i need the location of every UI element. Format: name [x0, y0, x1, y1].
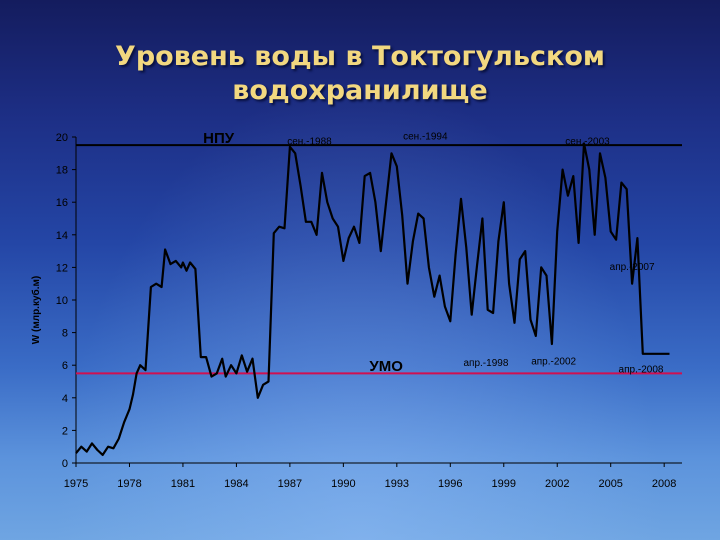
annotation-label: сен.-1988: [287, 136, 332, 147]
y-tick-label: 0: [62, 458, 68, 470]
reference-line-label: УМО: [369, 358, 403, 375]
annotation-label: апр.-2002: [531, 356, 576, 367]
x-tick-label: 2005: [598, 478, 622, 490]
y-tick-label: 8: [62, 328, 68, 340]
x-tick-label: 1996: [438, 478, 462, 490]
x-tick-label: 2008: [652, 478, 676, 490]
x-tick-label: 1975: [64, 478, 88, 490]
y-tick-label: 18: [56, 165, 68, 177]
slide-title-line-1: Уровень воды в Токтогульском: [115, 41, 605, 72]
annotation-label: апр.-2007: [610, 262, 655, 273]
y-axis-label: W (млр.куб.м): [30, 276, 42, 344]
slide-title: Уровень воды в Токтогульском водохранили…: [0, 40, 720, 108]
reference-lines: НПУ УМО: [76, 130, 682, 375]
x-tick-label: 1990: [331, 478, 355, 490]
x-axis-ticks: 1975 1978 1981 1984 1987 1990 1993 1996 1999 2002…: [64, 463, 676, 490]
series-layer: [75, 142, 670, 456]
y-tick-label: 4: [62, 393, 68, 405]
y-tick-label: 12: [56, 262, 68, 274]
y-tick-label: 10: [56, 295, 68, 307]
series-line: [75, 142, 670, 456]
y-tick-label: 2: [62, 425, 68, 437]
reference-line-label: НПУ: [203, 130, 235, 147]
y-axis-ticks: 0 2 4 6 8 10 12 14 16 18 20: [56, 132, 76, 470]
annotation-label: сен.-1994: [403, 131, 448, 142]
x-tick-label: 1981: [171, 478, 195, 490]
x-tick-label: 2002: [545, 478, 569, 490]
x-tick-label: 1987: [278, 478, 302, 490]
y-tick-label: 20: [56, 132, 68, 144]
x-tick-label: 1993: [385, 478, 409, 490]
y-tick-label: 6: [62, 360, 68, 372]
y-tick-label: 16: [56, 197, 68, 209]
x-tick-label: 1999: [492, 478, 516, 490]
x-tick-label: 1984: [224, 478, 248, 490]
slide-title-line-2: водохранилище: [232, 75, 488, 106]
annotation-label: сен.-2003: [565, 136, 610, 147]
x-tick-label: 1978: [117, 478, 141, 490]
annotations: сен.-1988 сен.-1994 сен.-2003 апр.-2007 апр.…: [287, 131, 664, 375]
annotation-label: апр.-1998: [463, 358, 508, 369]
annotation-label: апр.-2008: [619, 364, 664, 375]
y-tick-label: 14: [56, 230, 68, 242]
